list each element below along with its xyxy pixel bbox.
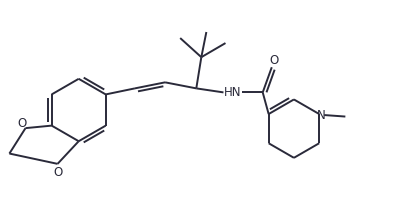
Text: HN: HN: [224, 86, 241, 99]
Text: O: O: [269, 54, 279, 67]
Text: O: O: [53, 166, 62, 180]
Text: O: O: [17, 117, 27, 130]
Text: N: N: [317, 109, 326, 121]
